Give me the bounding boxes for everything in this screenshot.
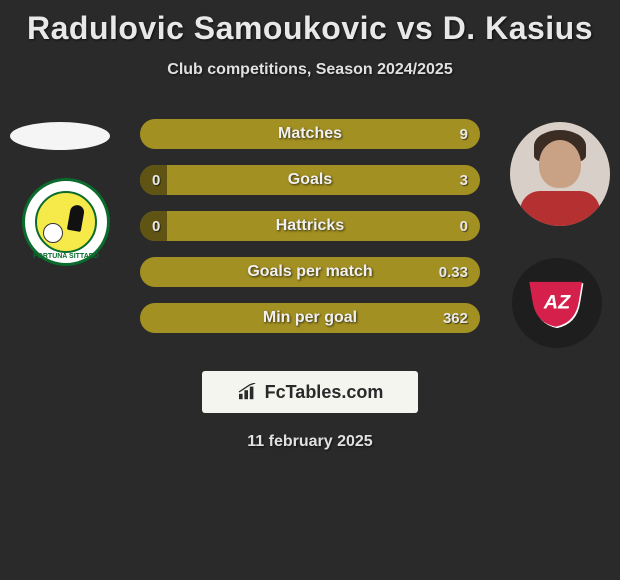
stat-row: 0Hattricks0 <box>140 211 480 241</box>
stat-row: Goals per match0.33 <box>140 257 480 287</box>
stat-row: Matches9 <box>140 119 480 149</box>
subtitle: Club competitions, Season 2024/2025 <box>0 61 620 79</box>
stat-row: 0Goals3 <box>140 165 480 195</box>
footer-date: 11 february 2025 <box>0 433 620 451</box>
stat-row: Min per goal362 <box>140 303 480 333</box>
chart-icon <box>237 383 259 401</box>
stats-area: Matches9 0Goals3 0Hattricks0 Goals per matc… <box>0 119 620 359</box>
stat-label: Matches <box>140 125 480 143</box>
page-title: Radulovic Samoukovic vs D. Kasius <box>0 0 620 47</box>
brand-text: FcTables.com <box>265 382 384 403</box>
brand-badge[interactable]: FcTables.com <box>202 371 418 413</box>
stat-label: Hattricks <box>140 217 480 235</box>
stat-label: Goals per match <box>140 263 480 281</box>
stat-label: Goals <box>140 171 480 189</box>
stat-label: Min per goal <box>140 309 480 327</box>
